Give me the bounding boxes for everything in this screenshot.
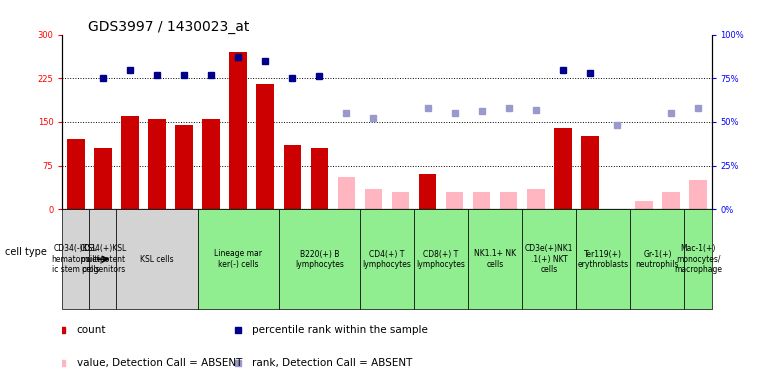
Text: percentile rank within the sample: percentile rank within the sample — [252, 325, 428, 335]
Text: value, Detection Call = ABSENT: value, Detection Call = ABSENT — [77, 358, 242, 368]
Bar — [662, 192, 680, 209]
Bar — [630, 209, 684, 309]
Bar — [473, 192, 490, 209]
Bar — [116, 209, 198, 309]
Bar — [198, 209, 279, 309]
Bar — [90, 209, 116, 309]
Bar — [338, 177, 355, 209]
Bar — [360, 209, 414, 309]
Bar — [527, 189, 545, 209]
Bar — [500, 192, 517, 209]
Text: KSL cells: KSL cells — [140, 255, 174, 264]
Text: CD34(-)KSL
hematopoiet
ic stem cells: CD34(-)KSL hematopoiet ic stem cells — [52, 244, 100, 274]
Text: Lineage mar
ker(-) cells: Lineage mar ker(-) cells — [214, 250, 263, 269]
Text: GDS3997 / 1430023_at: GDS3997 / 1430023_at — [88, 20, 250, 33]
Bar — [256, 84, 274, 209]
Text: CD4(+) T
lymphocytes: CD4(+) T lymphocytes — [362, 250, 412, 269]
Text: count: count — [77, 325, 107, 335]
Text: Gr-1(+)
neutrophils: Gr-1(+) neutrophils — [635, 250, 679, 269]
Bar — [279, 209, 360, 309]
Bar — [365, 189, 382, 209]
Bar — [67, 139, 84, 209]
Bar — [284, 145, 301, 209]
Bar — [419, 174, 436, 209]
Text: Ter119(+)
erythroblasts: Ter119(+) erythroblasts — [578, 250, 629, 269]
Bar — [522, 209, 576, 309]
Bar — [468, 209, 522, 309]
Bar — [202, 119, 220, 209]
Bar — [684, 209, 712, 309]
Bar — [148, 119, 166, 209]
Bar — [229, 52, 247, 209]
Text: B220(+) B
lymphocytes: B220(+) B lymphocytes — [295, 250, 344, 269]
Text: Mac-1(+)
monocytes/
macrophage: Mac-1(+) monocytes/ macrophage — [674, 244, 722, 274]
Bar — [446, 192, 463, 209]
Bar — [175, 125, 193, 209]
Bar — [576, 209, 630, 309]
Bar — [94, 148, 112, 209]
Bar — [310, 148, 328, 209]
Bar — [121, 116, 139, 209]
Text: NK1.1+ NK
cells: NK1.1+ NK cells — [474, 250, 516, 269]
Bar — [554, 128, 572, 209]
Bar — [581, 136, 599, 209]
Bar — [689, 180, 707, 209]
Text: cell type: cell type — [5, 247, 47, 257]
Bar — [414, 209, 468, 309]
Text: CD34(+)KSL
multipotent
progenitors: CD34(+)KSL multipotent progenitors — [79, 244, 126, 274]
Bar — [635, 200, 653, 209]
Bar — [62, 209, 90, 309]
Text: CD8(+) T
lymphocytes: CD8(+) T lymphocytes — [416, 250, 466, 269]
Text: rank, Detection Call = ABSENT: rank, Detection Call = ABSENT — [252, 358, 412, 368]
Text: CD3e(+)NK1
.1(+) NKT
cells: CD3e(+)NK1 .1(+) NKT cells — [525, 244, 574, 274]
Bar — [392, 192, 409, 209]
